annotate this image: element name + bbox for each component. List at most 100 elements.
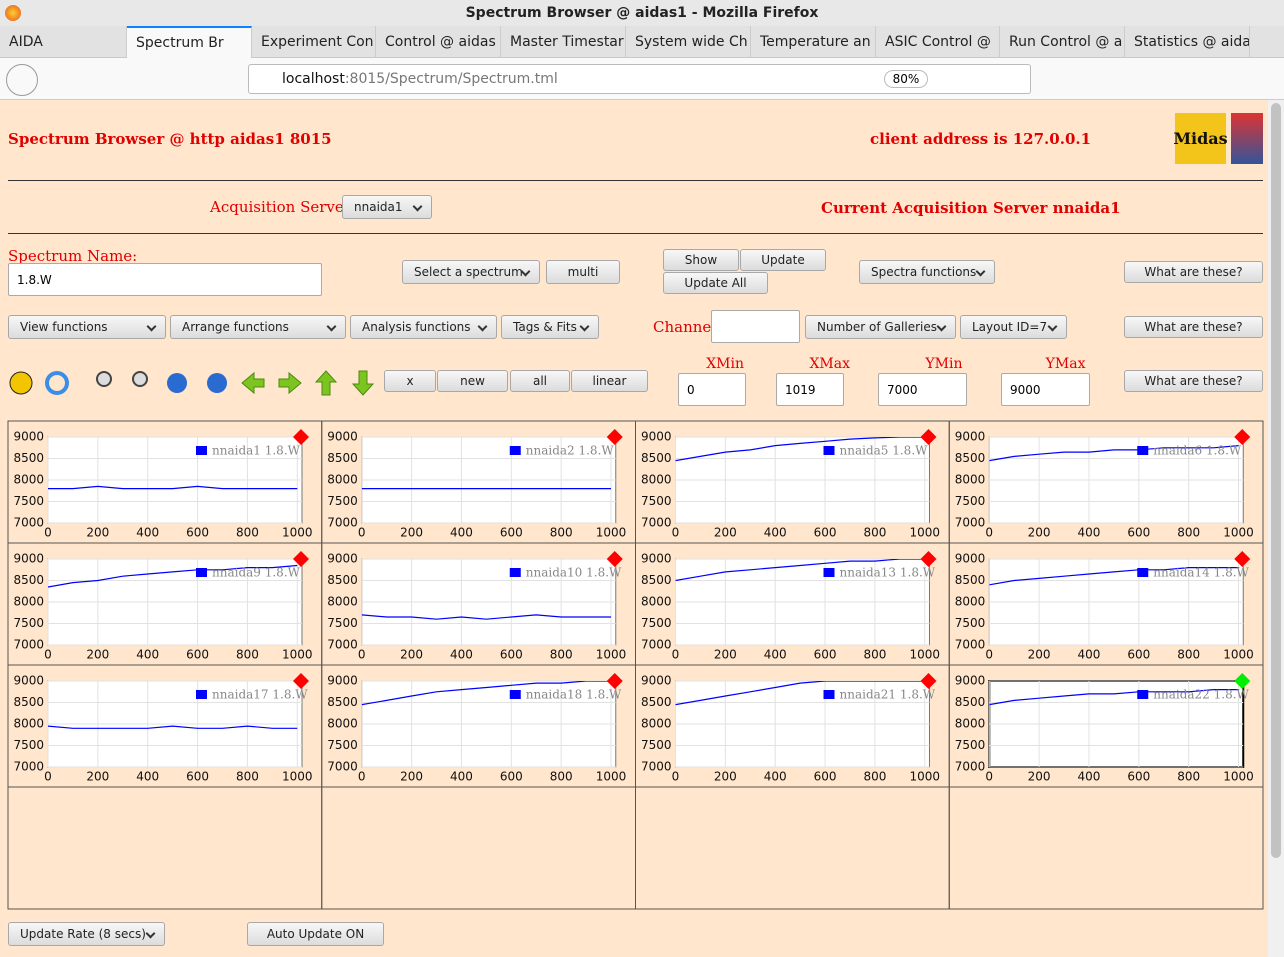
icon[interactable] <box>167 373 187 393</box>
x-tick-label: 1000 <box>282 648 313 662</box>
scroll-thumb[interactable] <box>1271 103 1281 858</box>
status-flag[interactable] <box>293 673 309 689</box>
x-tick-label: 800 <box>1177 526 1200 540</box>
button[interactable]: Update All <box>663 272 768 294</box>
icon[interactable] <box>96 371 112 387</box>
status-flag[interactable] <box>606 429 623 445</box>
status-flag[interactable] <box>1234 551 1251 567</box>
url-bar[interactable] <box>248 64 1031 94</box>
status-flag[interactable] <box>920 551 937 567</box>
tab[interactable]: Spectrum Br <box>127 26 252 58</box>
icon-toolbar <box>8 368 378 398</box>
dropdown-button[interactable]: Spectra functions <box>859 260 995 284</box>
tab[interactable]: Statistics @ aida <box>1125 26 1250 58</box>
x-tick-label: 400 <box>450 648 473 662</box>
range-input[interactable]: 7000 <box>878 373 967 406</box>
button[interactable]: x <box>384 370 436 392</box>
x-tick-label: 800 <box>236 526 259 540</box>
icon[interactable] <box>241 371 265 395</box>
back-button[interactable] <box>6 64 38 96</box>
range-input[interactable]: 1019 <box>776 373 844 406</box>
x-tick-label: 0 <box>985 648 993 662</box>
y-tick-label: 8500 <box>327 451 358 465</box>
legend-label: nnaida18 1.8.W <box>526 688 622 702</box>
y-tick-label: 9000 <box>641 430 672 444</box>
dropdown-button[interactable]: Update Rate (8 secs) <box>8 922 165 946</box>
y-tick-label: 7500 <box>955 738 986 752</box>
status-flag[interactable] <box>606 673 623 689</box>
icons <box>9 370 375 396</box>
button[interactable]: What are these? <box>1124 261 1263 283</box>
x-tick-label: 200 <box>714 648 737 662</box>
status-flag[interactable] <box>920 673 937 689</box>
button[interactable]: all <box>510 370 570 392</box>
y-tick-label: 9000 <box>13 674 44 688</box>
status-flag[interactable] <box>1234 429 1251 445</box>
dropdown-button[interactable]: Number of Galleries <box>805 315 956 339</box>
y-tick-label: 7500 <box>13 616 44 630</box>
range-input[interactable]: 9000 <box>1001 373 1090 406</box>
tab[interactable]: Master Timestar <box>501 26 626 58</box>
button[interactable]: Show <box>663 249 739 271</box>
button[interactable]: multi <box>546 260 620 284</box>
tab[interactable]: Control @ aidas <box>376 26 501 58</box>
button[interactable]: Update <box>740 249 826 271</box>
y-tick-label: 8500 <box>13 573 44 587</box>
y-tick-label: 7500 <box>13 738 44 752</box>
x-tick-label: 200 <box>400 770 423 784</box>
spectrum-name-input[interactable]: 1.8.W <box>8 263 322 296</box>
y-tick-label: 7500 <box>641 738 672 752</box>
title-bar <box>0 0 1284 26</box>
icon[interactable] <box>45 371 69 395</box>
tab[interactable]: System wide Ch <box>626 26 751 58</box>
legend-label: nnaida13 1.8.W <box>840 566 936 580</box>
dropdown-button[interactable]: View functions <box>8 315 166 339</box>
button[interactable]: What are these? <box>1124 316 1263 338</box>
status-flag[interactable] <box>920 429 937 445</box>
dropdown-button[interactable]: Select a spectrum <box>402 260 540 284</box>
y-tick-label: 8000 <box>641 717 672 731</box>
tab[interactable]: Run Control @ a <box>1000 26 1125 58</box>
icon[interactable] <box>207 373 227 393</box>
tab[interactable]: Experiment Con <box>252 26 376 58</box>
tab[interactable]: AIDA <box>0 26 127 58</box>
button[interactable]: new <box>437 370 508 392</box>
x-tick-label: 400 <box>136 526 159 540</box>
icon[interactable] <box>351 370 375 396</box>
tcl-logo <box>1231 113 1263 164</box>
status-flag[interactable] <box>1234 673 1251 689</box>
icon[interactable] <box>9 371 33 395</box>
button[interactable]: Auto Update ON <box>247 922 384 946</box>
range-label: XMin <box>706 356 744 372</box>
dropdown-button[interactable]: Analysis functions <box>350 315 497 339</box>
legend-swatch <box>1137 568 1149 577</box>
icon[interactable] <box>132 371 148 387</box>
button[interactable]: linear <box>571 370 648 392</box>
server-select[interactable]: nnaida1 <box>342 195 432 219</box>
zoom[interactable]: 80% <box>884 70 928 88</box>
dropdown-button[interactable]: Arrange functions <box>170 315 346 339</box>
status-flag[interactable] <box>293 429 309 445</box>
dropdown-button[interactable]: Layout ID=7 <box>960 315 1067 339</box>
legend-swatch <box>509 568 521 577</box>
status-flag[interactable] <box>606 551 623 567</box>
range-label: XMax <box>809 356 850 372</box>
firefox-icon <box>5 5 21 21</box>
icon[interactable] <box>314 370 338 396</box>
legend-label: nnaida22 1.8.W <box>1153 688 1249 702</box>
y-tick-label: 7000 <box>13 516 44 530</box>
button[interactable]: What are these? <box>1124 370 1263 392</box>
channel-input[interactable] <box>711 310 800 343</box>
range-input[interactable]: 0 <box>678 373 746 406</box>
x-tick-label: 400 <box>764 526 787 540</box>
status-flag[interactable] <box>293 551 309 567</box>
x-tick-label: 0 <box>358 770 366 784</box>
icon[interactable] <box>278 371 302 395</box>
x-tick-label: 600 <box>814 526 837 540</box>
legend-swatch <box>1137 446 1149 455</box>
x-tick-label: 200 <box>86 770 109 784</box>
tab[interactable]: ASIC Control @ <box>876 26 1000 58</box>
dropdown-button[interactable]: Tags & Fits <box>501 315 599 339</box>
tab[interactable]: Temperature an <box>751 26 876 58</box>
x-tick-label: 1000 <box>282 526 313 540</box>
